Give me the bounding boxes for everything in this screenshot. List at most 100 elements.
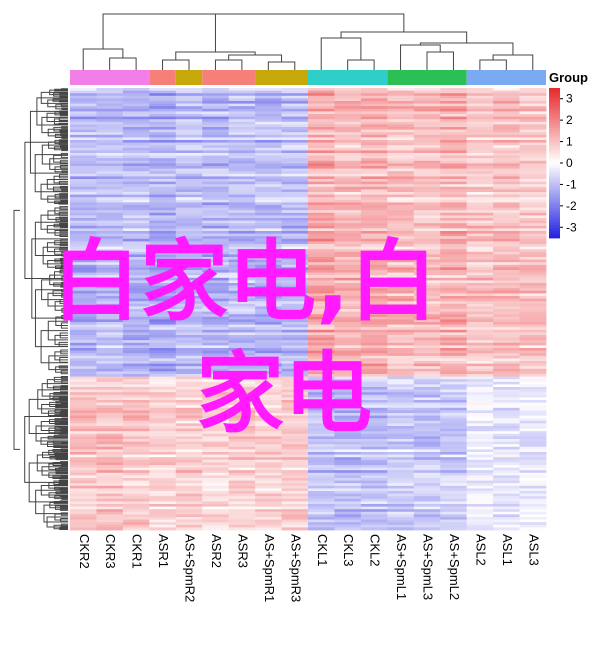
heatmap-cell — [255, 285, 282, 289]
heatmap-cell — [308, 114, 335, 117]
heatmap-cell — [493, 324, 520, 328]
heatmap-cell — [122, 407, 150, 411]
heatmap-cell — [360, 199, 388, 203]
heatmap-cell — [149, 436, 177, 440]
heatmap-cell — [519, 228, 547, 232]
heatmap-cell — [493, 465, 520, 468]
heatmap-cell — [387, 88, 415, 91]
heatmap-cell — [360, 368, 388, 372]
heatmap-cell — [413, 98, 441, 102]
heatmap-cell — [202, 95, 230, 99]
heatmap-cell — [202, 394, 230, 398]
heatmap-cell — [308, 366, 335, 370]
heatmap-cell — [519, 342, 547, 346]
heatmap-cell — [387, 514, 415, 518]
heatmap-cell — [228, 111, 256, 115]
heatmap-cell — [360, 215, 388, 219]
heatmap-cell — [360, 275, 388, 279]
heatmap-cell — [149, 504, 177, 507]
heatmap-cell — [96, 493, 124, 497]
heatmap-cell — [122, 285, 150, 289]
heatmap-cell — [255, 353, 282, 357]
heatmap-cell — [466, 98, 494, 102]
heatmap-cell — [149, 101, 177, 104]
heatmap-cell — [466, 303, 494, 307]
heatmap-cell — [122, 384, 150, 388]
heatmap-cell — [255, 210, 282, 214]
heatmap-cell — [334, 306, 362, 310]
heatmap-cell — [493, 111, 520, 115]
heatmap-cell — [360, 350, 388, 354]
heatmap-cell — [122, 293, 150, 297]
heatmap-cell — [228, 459, 256, 463]
heatmap-cell — [228, 306, 256, 310]
heatmap-cell — [334, 405, 362, 409]
heatmap-cell — [228, 270, 256, 273]
heatmap-cell — [519, 272, 547, 276]
heatmap-cell — [440, 478, 468, 481]
heatmap-cell — [334, 522, 362, 526]
heatmap-cell — [122, 478, 150, 481]
heatmap-cell — [308, 160, 335, 164]
heatmap-cell — [308, 337, 335, 341]
heatmap-cell — [255, 147, 282, 151]
heatmap-cell — [466, 322, 494, 325]
heatmap-cell — [466, 394, 494, 398]
heatmap-cell — [334, 114, 362, 117]
heatmap-cell — [175, 116, 203, 120]
heatmap-cell — [334, 127, 362, 130]
heatmap-cell — [308, 275, 335, 279]
heatmap-cell — [122, 106, 150, 110]
heatmap-cell — [360, 236, 388, 240]
legend-gradient-step — [549, 115, 560, 119]
heatmap-cell — [149, 314, 177, 318]
heatmap-cell — [387, 316, 415, 320]
heatmap-cell — [466, 527, 494, 531]
heatmap-cell — [519, 301, 547, 305]
heatmap-cell — [281, 524, 309, 528]
heatmap-cell — [96, 462, 124, 466]
heatmap-cell — [149, 426, 177, 429]
heatmap-cell — [308, 145, 335, 149]
heatmap-cell — [387, 220, 415, 224]
heatmap-cell — [228, 332, 256, 336]
heatmap-cell — [413, 254, 441, 258]
heatmap-cell — [493, 192, 520, 195]
heatmap-cell — [466, 355, 494, 359]
heatmap-cell — [281, 163, 309, 167]
heatmap-cell — [493, 181, 520, 185]
heatmap-cell — [149, 150, 177, 154]
heatmap-cell — [387, 145, 415, 149]
heatmap-cell — [228, 410, 256, 414]
heatmap-cell — [175, 368, 203, 372]
heatmap-cell — [96, 519, 124, 523]
heatmap-cell — [360, 413, 388, 416]
heatmap-cell — [122, 413, 150, 416]
dendrogram-branch — [228, 54, 283, 62]
heatmap-cell — [228, 470, 256, 474]
heatmap-cell — [466, 314, 494, 318]
heatmap-cell — [281, 340, 309, 344]
heatmap-cell — [334, 428, 362, 432]
heatmap-cell — [281, 345, 309, 349]
heatmap-cell — [519, 238, 547, 242]
heatmap-cell — [493, 233, 520, 237]
heatmap-cell — [255, 233, 282, 237]
heatmap-cell — [122, 176, 150, 180]
heatmap-cell — [493, 491, 520, 494]
heatmap-cell — [360, 519, 388, 523]
heatmap-cell — [360, 101, 388, 104]
heatmap-cell — [202, 511, 230, 515]
heatmap-cell — [308, 267, 335, 271]
heatmap-cell — [519, 462, 547, 466]
heatmap-cell — [519, 345, 547, 349]
heatmap-cell — [175, 101, 203, 104]
heatmap-cell — [96, 184, 124, 188]
heatmap-cell — [281, 402, 309, 406]
heatmap-cell — [96, 168, 124, 172]
heatmap-cell — [255, 361, 282, 364]
heatmap-cell — [96, 522, 124, 526]
heatmap-cell — [122, 428, 150, 432]
heatmap-cell — [493, 147, 520, 151]
heatmap-cell — [493, 277, 520, 281]
